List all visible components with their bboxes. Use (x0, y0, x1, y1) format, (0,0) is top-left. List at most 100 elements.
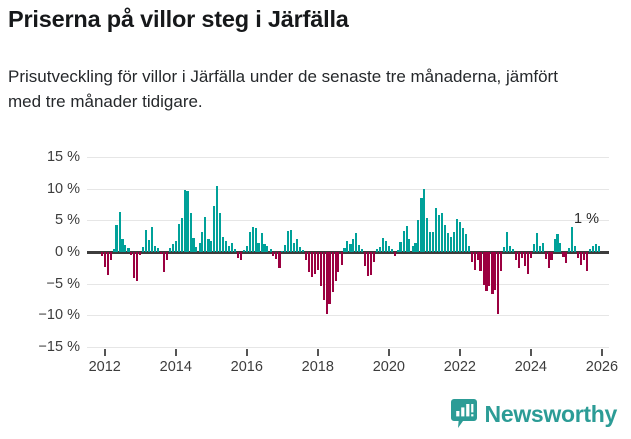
bar (372, 252, 375, 263)
bar (532, 244, 535, 252)
bar (227, 245, 231, 252)
bar (245, 245, 248, 252)
bar (204, 217, 207, 252)
x-axis-tick (103, 349, 106, 356)
bar (358, 245, 361, 252)
bar (156, 247, 160, 252)
y-axis-tick-label: 0 % (55, 244, 80, 260)
bar (150, 226, 154, 252)
bar (399, 241, 402, 252)
bar (488, 252, 491, 287)
bar (452, 232, 455, 252)
bar (298, 246, 302, 252)
bar (553, 239, 556, 252)
bar (506, 231, 509, 252)
bar (494, 252, 497, 290)
bar (124, 245, 127, 252)
bar (589, 248, 592, 252)
bar (594, 243, 597, 252)
bar (562, 252, 565, 258)
bar (145, 229, 148, 252)
bar (186, 191, 189, 252)
bar (162, 252, 166, 273)
bar (174, 241, 177, 252)
bar (349, 243, 352, 252)
x-axis-tick (316, 349, 319, 356)
bar (103, 252, 106, 267)
bar (343, 248, 346, 252)
bar (248, 231, 251, 252)
bar (514, 252, 518, 261)
bar (263, 244, 266, 252)
bar (396, 250, 399, 252)
bar (221, 236, 225, 252)
bar (148, 239, 151, 252)
bar (423, 188, 426, 252)
bar (334, 252, 337, 282)
bar (526, 252, 530, 275)
bar (482, 252, 485, 285)
bar (109, 252, 112, 260)
bar (328, 252, 331, 304)
bar (479, 252, 482, 271)
bar (574, 245, 577, 252)
bar (491, 252, 494, 294)
bar (121, 239, 124, 252)
bar (340, 252, 343, 265)
bar (435, 207, 438, 252)
bar (464, 233, 467, 252)
bar (130, 252, 133, 256)
y-axis-tick-label: 5 % (55, 212, 80, 229)
bar (254, 227, 257, 252)
bar (449, 237, 453, 252)
bar (239, 252, 242, 261)
bar (112, 248, 115, 252)
bar (390, 248, 393, 252)
bar (571, 227, 574, 252)
x-axis-tick (245, 349, 248, 356)
bar (180, 218, 183, 252)
bar (432, 231, 435, 252)
bar (198, 242, 201, 252)
bar (523, 252, 526, 266)
bar (408, 239, 411, 252)
bar (402, 231, 405, 252)
newsworthy-logo: Newsworthy (450, 399, 618, 429)
bar (216, 185, 219, 252)
bar (441, 213, 444, 252)
bar (281, 250, 284, 252)
bar (154, 245, 157, 252)
bar (367, 252, 370, 277)
bar (133, 252, 136, 278)
x-axis-tick-label: 2012 (88, 359, 121, 375)
y-axis-tick-label: −10 % (38, 307, 80, 324)
bar (322, 252, 325, 300)
bar (278, 252, 281, 269)
bar (529, 252, 532, 259)
bar (159, 252, 162, 254)
bar (485, 252, 488, 292)
bar (260, 233, 263, 252)
page-title: Priserna på villor steg i Järfälla (8, 6, 349, 32)
bar (512, 248, 515, 252)
bar (541, 243, 544, 252)
bar (313, 252, 317, 275)
bar (580, 252, 583, 265)
bar (591, 245, 595, 252)
bar (192, 238, 195, 252)
bar (535, 233, 538, 252)
bar (118, 212, 121, 252)
bar-series (87, 145, 609, 355)
bar (547, 252, 550, 268)
bar (165, 252, 168, 260)
bar (234, 249, 237, 252)
gridline (87, 157, 609, 158)
bar-chart-speech-bubble-icon (450, 399, 477, 429)
bar (473, 252, 476, 270)
bar (544, 252, 547, 259)
brand-name: Newsworthy (484, 400, 618, 427)
bar (420, 197, 423, 252)
bar (597, 245, 601, 252)
bar (470, 252, 473, 263)
bar (310, 252, 313, 278)
